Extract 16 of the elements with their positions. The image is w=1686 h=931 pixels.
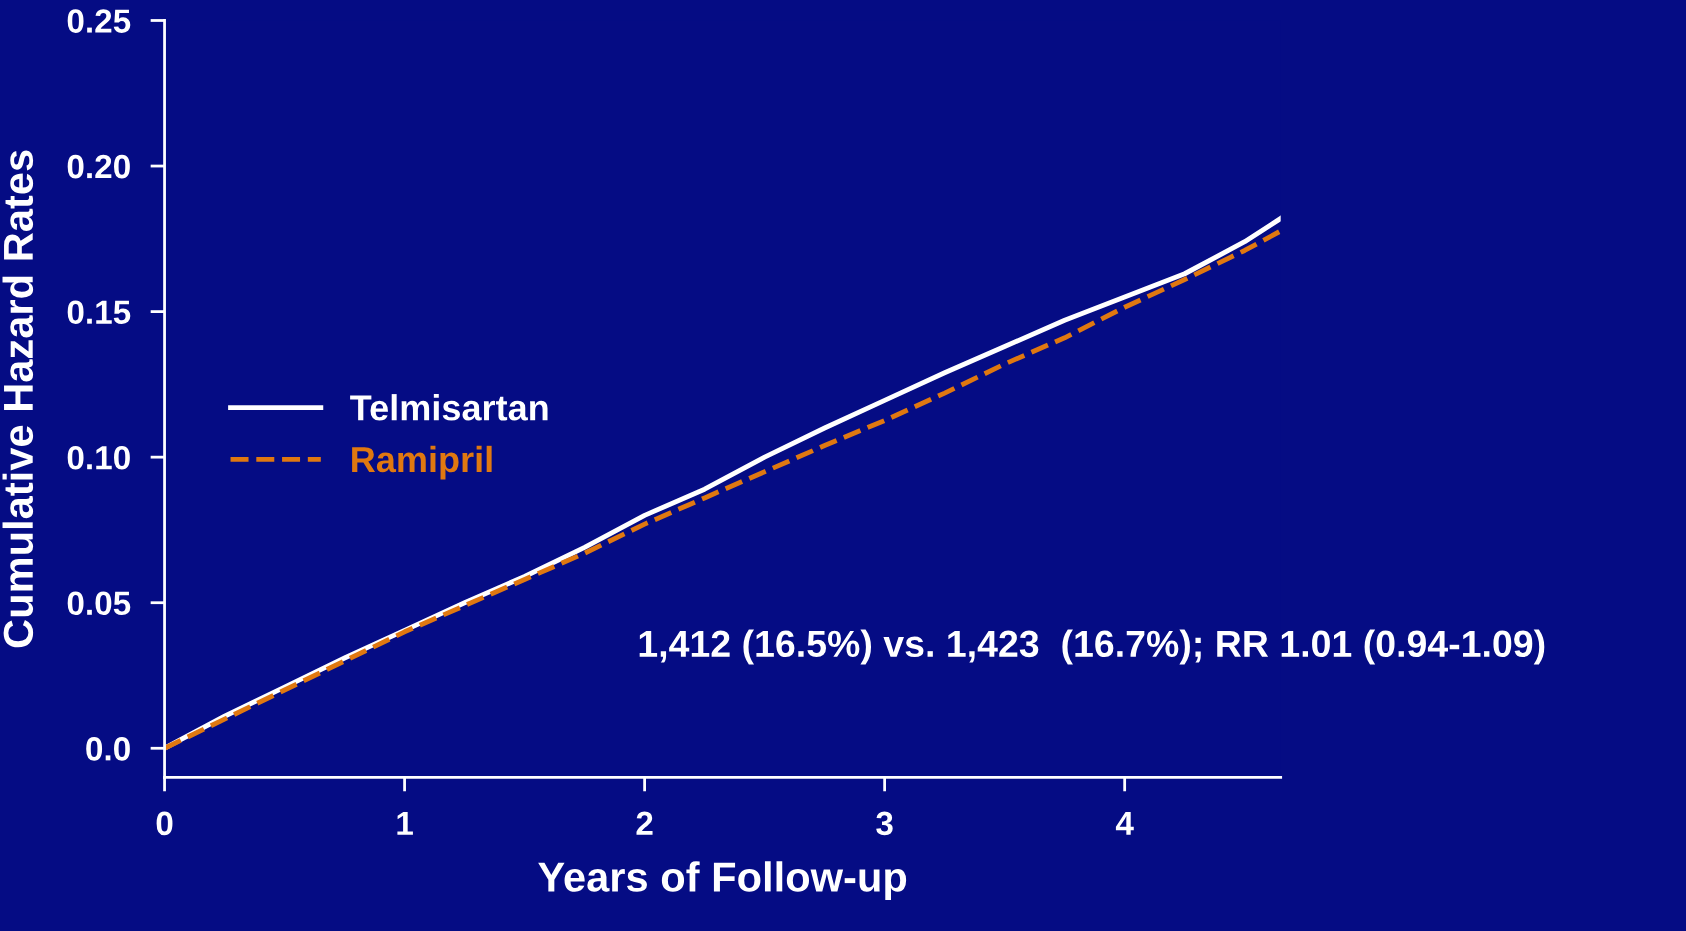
legend-label: Telmisartan: [350, 394, 548, 421]
y-axis-title: Cumulative Hazard Rates: [2, 150, 34, 648]
y-tick-label: 0.20: [67, 154, 130, 179]
y-tick-label: 0.05: [67, 591, 131, 616]
legend-label: Ramipril: [352, 445, 492, 480]
y-tick-label: 0.15: [67, 300, 131, 324]
x-tick-label: 3: [876, 811, 893, 836]
x-axis-title: Years of Follow-up: [538, 861, 907, 901]
x-tick-label: 0: [156, 811, 173, 836]
x-tick-label: 1: [397, 811, 413, 835]
y-tick-label: 0.10: [67, 445, 130, 470]
x-tick-label: 4: [1115, 811, 1134, 835]
y-tick-label: 0.25: [67, 9, 131, 33]
annotation: 1,412 (16.5%) vs. 1,423 (16.7%); RR 1.01 (0.94-1.09): [639, 629, 1545, 665]
y-tick-label: 0.0: [86, 737, 130, 761]
x-tick-label: 2: [636, 811, 653, 835]
